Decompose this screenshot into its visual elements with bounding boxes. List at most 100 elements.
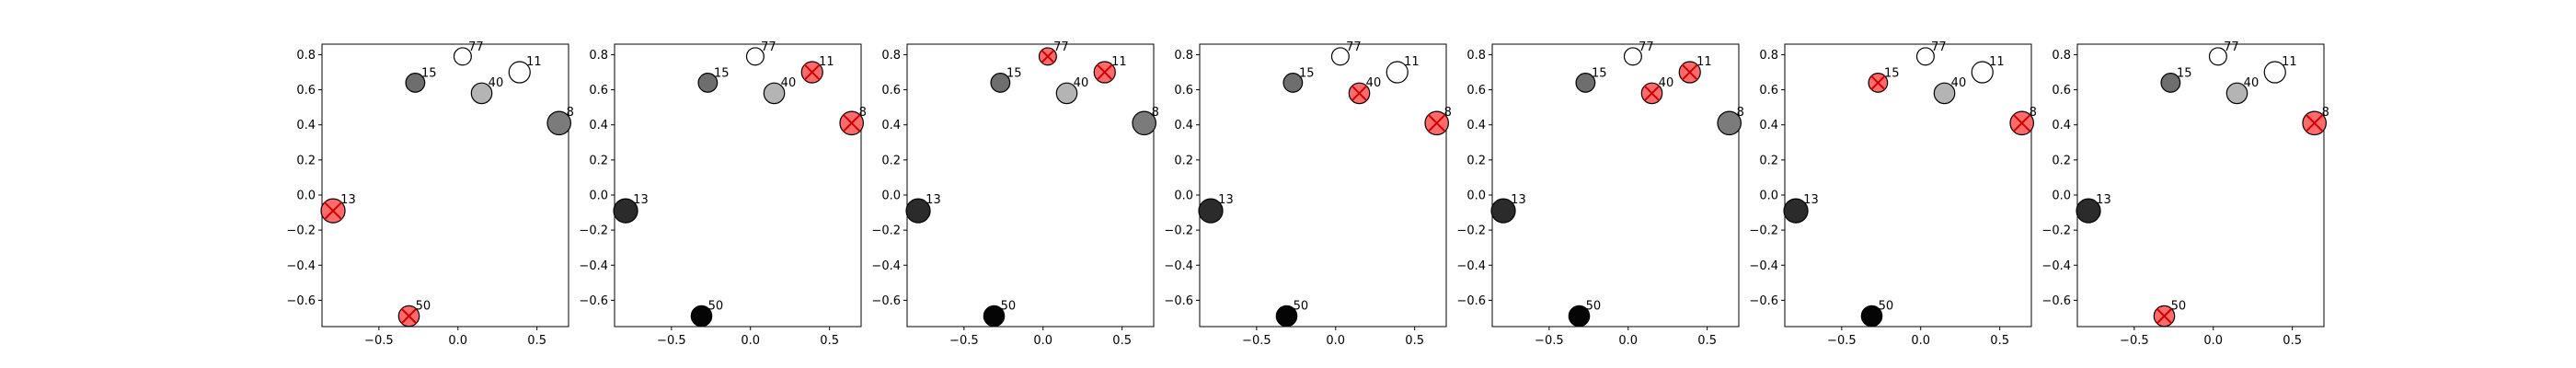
highlight-x-mark (803, 63, 821, 81)
y-tick-label: 0.8 (296, 49, 316, 63)
x-tick-label: 0.5 (820, 334, 839, 348)
y-tick-label: 0.6 (881, 84, 901, 98)
point-8 (546, 110, 571, 136)
point-13 (2076, 198, 2101, 224)
point-13 (1783, 198, 1809, 224)
point-label: 40 (1074, 76, 1089, 90)
point-label: 13 (633, 193, 649, 207)
point-label: 15 (1006, 66, 1022, 80)
y-tick-label: 0.0 (1174, 189, 1193, 202)
highlight-x-mark (2305, 113, 2324, 132)
y-tick-label: 0.6 (2052, 84, 2071, 98)
point-label: 40 (1951, 76, 1967, 90)
y-tick-label: 0.8 (1174, 49, 1193, 63)
point-40 (2225, 82, 2248, 105)
point-label: 13 (926, 193, 941, 207)
x-tick-label: 0.0 (1618, 334, 1638, 348)
y-tick-label: 0.2 (296, 154, 316, 167)
axes-frame (906, 43, 1155, 328)
point-label: 15 (714, 66, 730, 80)
point-label: 11 (1111, 55, 1127, 69)
y-tick-label: 0.0 (1466, 189, 1486, 202)
highlight-x-mark (1096, 63, 1113, 81)
highlight-x-mark (842, 113, 861, 132)
y-tick-label: 0.2 (1466, 154, 1486, 167)
highlight-x-mark (2012, 113, 2031, 132)
y-tick-label: 0.6 (589, 84, 608, 98)
point-50 (690, 305, 713, 328)
x-tick-label: 0.5 (1112, 334, 1132, 348)
point-label: 8 (1152, 106, 1159, 120)
panel-4: −0.5 0.0 0.5 −0.6 −0.4 −0.2 0.0 0.2 0.4 0.6 0.8 77 1… (1164, 40, 1452, 348)
x-tick-label: 0.0 (1326, 334, 1345, 348)
y-tick-label: −0.4 (2041, 259, 2071, 273)
x-tick-label: 0.0 (448, 334, 467, 348)
point-label: 50 (416, 299, 431, 313)
y-tick-label: −0.4 (579, 259, 608, 273)
point-15 (405, 73, 426, 93)
point-77 (1915, 47, 1935, 66)
y-tick-label: 0.8 (1466, 49, 1486, 63)
point-label: 15 (421, 66, 437, 80)
y-tick-label: 0.2 (589, 154, 608, 167)
y-tick-label: −0.4 (1749, 259, 1778, 273)
axes-frame (1491, 43, 1740, 328)
y-tick-label: 0.8 (2052, 49, 2071, 63)
y-tick-label: −0.2 (579, 224, 608, 238)
point-label: 13 (340, 193, 356, 207)
point-label: 11 (2282, 55, 2297, 69)
y-tick-label: 0.8 (589, 49, 608, 63)
point-13 (905, 198, 931, 224)
x-tick-label: −0.5 (657, 334, 686, 348)
x-tick-label: −0.5 (1827, 334, 1857, 348)
y-tick-label: 0.0 (881, 189, 901, 202)
y-tick-label: −0.2 (286, 224, 316, 238)
x-tick-label: 0.5 (1405, 334, 1424, 348)
point-label: 15 (1592, 66, 1607, 80)
point-label: 50 (1294, 299, 1309, 313)
point-label: 77 (2224, 40, 2239, 54)
panel-7: −0.5 0.0 0.5 −0.6 −0.4 −0.2 0.0 0.2 0.4 0.6 0.8 77 1… (2041, 40, 2329, 348)
y-tick-label: −0.6 (2041, 294, 2071, 308)
point-label: 11 (1989, 55, 2005, 69)
point-label: 8 (2322, 106, 2329, 120)
highlight-x-mark (1427, 113, 1446, 132)
point-label: 77 (1346, 40, 1362, 54)
y-tick-label: −0.6 (579, 294, 608, 308)
y-tick-label: −0.6 (1164, 294, 1193, 308)
y-tick-label: −0.4 (286, 259, 316, 273)
point-label: 40 (1659, 76, 1674, 90)
point-15 (2160, 73, 2181, 93)
highlight-x-mark (323, 201, 343, 221)
point-50 (1860, 305, 1883, 328)
point-8 (1717, 110, 1742, 136)
highlight-x-mark (1643, 85, 1661, 102)
point-label: 15 (1299, 66, 1315, 80)
point-label: 15 (1884, 66, 1900, 80)
point-label: 11 (526, 55, 542, 69)
point-label: 13 (1803, 193, 1819, 207)
y-tick-label: 0.4 (1466, 119, 1486, 132)
x-tick-label: 0.0 (1033, 334, 1052, 348)
y-tick-label: 0.6 (296, 84, 316, 98)
point-label: 15 (2177, 66, 2192, 80)
point-label: 77 (1639, 40, 1654, 54)
panel-3: −0.5 0.0 0.5 −0.6 −0.4 −0.2 0.0 0.2 0.4 0.6 0.8 77 1… (871, 40, 1159, 348)
y-tick-label: 0.4 (296, 119, 316, 132)
y-tick-label: 0.8 (1759, 49, 1778, 63)
point-label: 8 (2030, 106, 2037, 120)
axes-frame (2076, 43, 2325, 328)
point-15 (990, 73, 1011, 93)
y-tick-label: 0.2 (1759, 154, 1778, 167)
axes-frame (614, 43, 862, 328)
y-tick-label: 0.0 (296, 189, 316, 202)
point-77 (745, 47, 765, 66)
y-tick-label: 0.0 (589, 189, 608, 202)
point-15 (1575, 73, 1596, 93)
x-tick-label: −0.5 (1242, 334, 1271, 348)
y-tick-label: −0.2 (2041, 224, 2071, 238)
y-tick-label: 0.2 (881, 154, 901, 167)
point-13 (613, 198, 638, 224)
highlight-x-mark (1870, 75, 1886, 91)
